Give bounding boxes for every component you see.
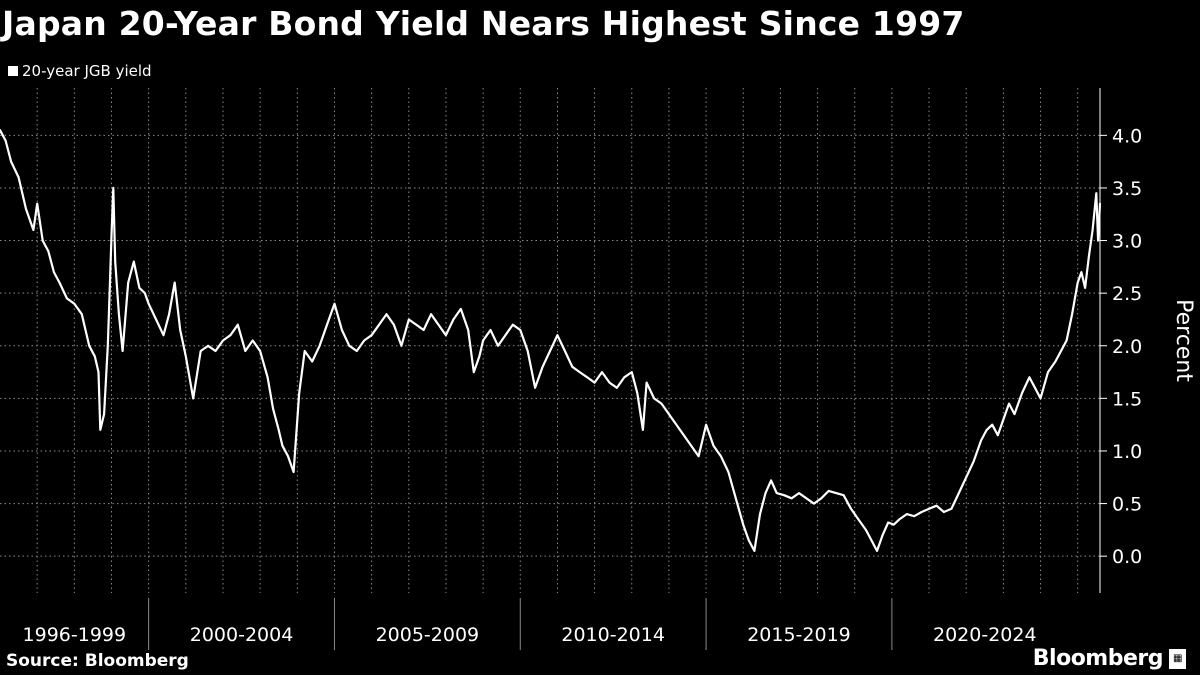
y-tick-label: 0.5	[1112, 494, 1142, 516]
legend-label: 20-year JGB yield	[22, 62, 152, 80]
y-tick-label: 0.0	[1112, 546, 1142, 568]
y-tick-label: 3.5	[1112, 178, 1142, 200]
source-note: Source: Bloomberg	[6, 651, 189, 671]
bloomberg-logo: Bloomberg ▦	[1033, 646, 1186, 671]
brand-text: Bloomberg	[1032, 646, 1164, 671]
x-group-label: 2005-2009	[376, 624, 480, 646]
x-group-label: 2015-2019	[747, 624, 851, 646]
x-group-label: 2010-2014	[561, 624, 665, 646]
y-tick-label: 2.0	[1112, 336, 1142, 358]
chart-title: Japan 20-Year Bond Yield Nears Highest S…	[2, 4, 965, 43]
x-group-label: 1996-1999	[23, 624, 127, 646]
y-tick-label: 2.5	[1112, 283, 1142, 305]
y-tick-label: 4.0	[1112, 125, 1142, 147]
legend: 20-year JGB yield	[8, 62, 152, 80]
y-tick-label: 3.0	[1112, 231, 1142, 253]
grid-layer	[0, 88, 1100, 593]
series-line-20y-jgb-yield	[0, 129, 1102, 552]
y-tick-label: 1.0	[1112, 441, 1142, 463]
y-axis-label: Percent	[1171, 299, 1196, 382]
x-group-label: 2000-2004	[190, 624, 294, 646]
series-layer	[0, 129, 1102, 552]
terminal-icon: ▦	[1169, 648, 1186, 669]
axis-layer: 0.0 0.5 1.0 1.5 2.0 2.5 3.0 3.5 4.0 1996-1999 2000…	[23, 88, 1142, 650]
y-tick-label: 1.5	[1112, 388, 1142, 410]
x-group-label: 2020-2024	[933, 624, 1037, 646]
legend-swatch	[8, 66, 18, 76]
